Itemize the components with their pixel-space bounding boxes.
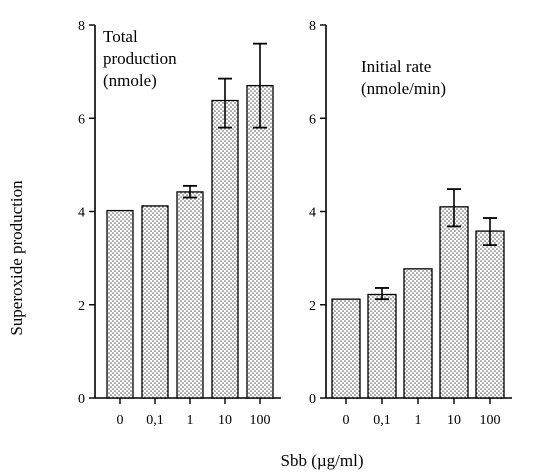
bar: [211, 99, 239, 399]
x-tick-label: 0,1: [373, 413, 391, 428]
y-tick-label: 6: [309, 112, 316, 127]
panel-title-line: Total: [103, 27, 138, 46]
x-axis-title: Sbb (µg/ml): [281, 451, 364, 470]
panel-title-line: Initial rate: [361, 57, 431, 76]
bar: [403, 268, 433, 399]
x-tick-label: 10: [218, 413, 232, 428]
bar: [331, 298, 361, 399]
x-tick-label: 0: [117, 413, 124, 428]
x-tick-label: 10: [447, 413, 461, 428]
y-tick-label: 2: [309, 299, 316, 314]
y-tick-label: 0: [309, 392, 316, 407]
y-tick-label: 6: [78, 112, 85, 127]
panel-initial-rate: 0 2 4 6 8 0 0,1 1 10 100 Initial rate (nmole/min): [309, 19, 512, 428]
panel-title-line: (nmole): [103, 71, 157, 90]
bar: [141, 205, 169, 399]
y-tick-label: 4: [78, 206, 85, 221]
panel-title-line: production: [103, 49, 177, 68]
y-tick-label: 2: [78, 299, 85, 314]
panel-total-production: 0 2 4 6 8 0 0,1 1 10 100 Total production (nmole): [78, 19, 281, 428]
bar: [246, 84, 274, 399]
x-tick-label: 100: [480, 413, 501, 428]
bar: [439, 206, 469, 399]
bar: [106, 209, 134, 399]
y-tick-label: 8: [78, 19, 85, 34]
bar: [176, 191, 204, 399]
y-axis-title: Superoxide production: [7, 180, 26, 336]
bar: [367, 293, 397, 399]
y-tick-label: 0: [78, 392, 85, 407]
x-tick-label: 100: [250, 413, 271, 428]
y-tick-label: 4: [309, 206, 316, 221]
panel-title-line: (nmole/min): [361, 79, 446, 98]
bar: [475, 230, 505, 399]
x-tick-label: 0,1: [146, 413, 164, 428]
x-tick-label: 0: [343, 413, 350, 428]
y-tick-label: 8: [309, 19, 316, 34]
x-tick-label: 1: [187, 413, 194, 428]
x-tick-label: 1: [415, 413, 422, 428]
